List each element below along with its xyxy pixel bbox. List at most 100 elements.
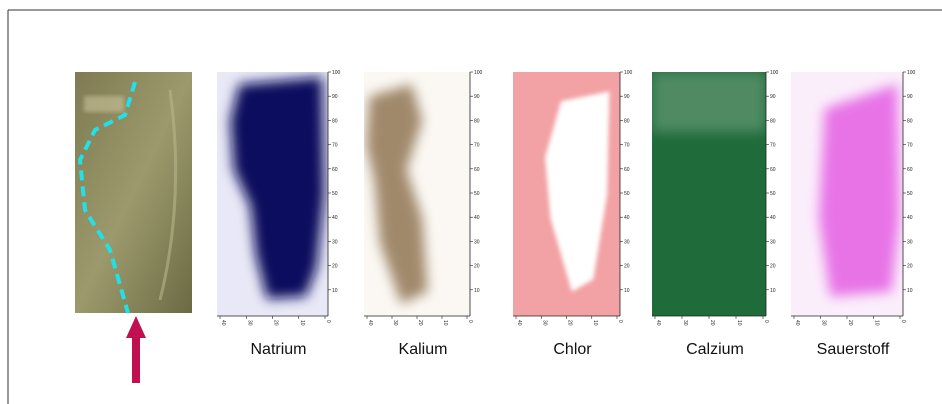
tick-label: 10 [770,288,776,294]
tick-label: 100 [624,70,633,76]
tick-label: 60 [624,167,630,173]
tick-label: 10 [474,288,480,294]
map-blob [366,84,428,304]
tick-label: 10 [299,320,305,326]
tick-label: 40 [624,215,630,221]
tick-label: 10 [592,320,598,326]
tick-label: 0 [467,320,473,323]
tick-label: 20 [417,320,423,326]
tick-label: 30 [624,239,630,245]
tick-label: 40 [770,215,776,221]
photo-spot [84,96,124,112]
tick-label: 90 [624,94,630,100]
tick-label: 20 [474,264,480,270]
tick-label: 90 [332,94,338,100]
tick-label: 30 [392,320,398,326]
tick-label: 20 [332,264,338,270]
tick-label: 90 [770,94,776,100]
tick-label: 40 [794,320,800,326]
tick-label: 60 [474,167,480,173]
tick-label: 100 [770,70,779,76]
tick-label: 20 [709,320,715,326]
panel-label: Natrium [250,341,306,358]
arrow-head [126,316,146,338]
tick-label: 70 [474,143,480,149]
tick-label: 70 [332,143,338,149]
map-body [652,72,766,316]
tick-label: 80 [474,118,480,124]
tick-label: 70 [907,143,913,149]
tick-label: 40 [220,320,226,326]
tick-label: 50 [770,191,776,197]
tick-label: 50 [907,191,913,197]
tick-label: 80 [332,118,338,124]
map-blob [819,84,900,297]
tick-label: 40 [655,320,661,326]
tick-label: 90 [474,94,480,100]
photo [75,72,192,314]
tick-label: 60 [907,167,913,173]
tick-label: 10 [736,320,742,326]
tick-label: 90 [907,94,913,100]
tick-label: 50 [624,191,630,197]
tick-label: 70 [770,143,776,149]
tick-label: 30 [246,320,252,326]
tick-label: 50 [332,191,338,197]
tick-label: 0 [900,320,906,323]
tick-label: 20 [770,264,776,270]
tick-label: 40 [367,320,373,326]
tick-label: 100 [332,70,341,76]
panel-label: Chlor [553,341,592,358]
tick-label: 60 [770,167,776,173]
tick-label: 30 [907,239,913,245]
tick-label: 60 [332,167,338,173]
tick-label: 10 [442,320,448,326]
map-light [652,72,766,132]
tick-label: 30 [332,239,338,245]
boundary-line [77,81,137,314]
tick-label: 10 [624,288,630,294]
tick-label: 30 [682,320,688,326]
tick-label: 100 [474,70,483,76]
map-blob [545,91,610,292]
panel-label: Kalium [399,341,448,358]
tick-label: 30 [821,320,827,326]
map-body [364,72,470,316]
tick-label: 20 [273,320,279,326]
tick-label: 30 [541,320,547,326]
tick-label: 40 [474,215,480,221]
map-body [217,72,328,316]
arrow-shaft [132,335,140,383]
tick-label: 0 [325,320,331,323]
tick-label: 80 [624,118,630,124]
map-body [791,72,903,316]
tick-label: 100 [907,70,916,76]
map-blob [230,76,325,299]
tick-label: 10 [907,288,913,294]
map-body [513,72,620,316]
tick-label: 20 [567,320,573,326]
panel-label: Sauerstoff [817,341,890,358]
tick-label: 40 [332,215,338,221]
tick-label: 70 [624,143,630,149]
tick-label: 10 [874,320,880,326]
tick-label: 10 [332,288,338,294]
tick-label: 30 [770,239,776,245]
tick-label: 40 [516,320,522,326]
tick-label: 0 [617,320,623,323]
tick-label: 80 [770,118,776,124]
tick-label: 20 [907,264,913,270]
tick-label: 30 [474,239,480,245]
tick-label: 0 [763,320,769,323]
tick-label: 80 [907,118,913,124]
tick-label: 20 [847,320,853,326]
tick-label: 20 [624,264,630,270]
photo-crack [158,89,178,301]
tick-label: 50 [474,191,480,197]
